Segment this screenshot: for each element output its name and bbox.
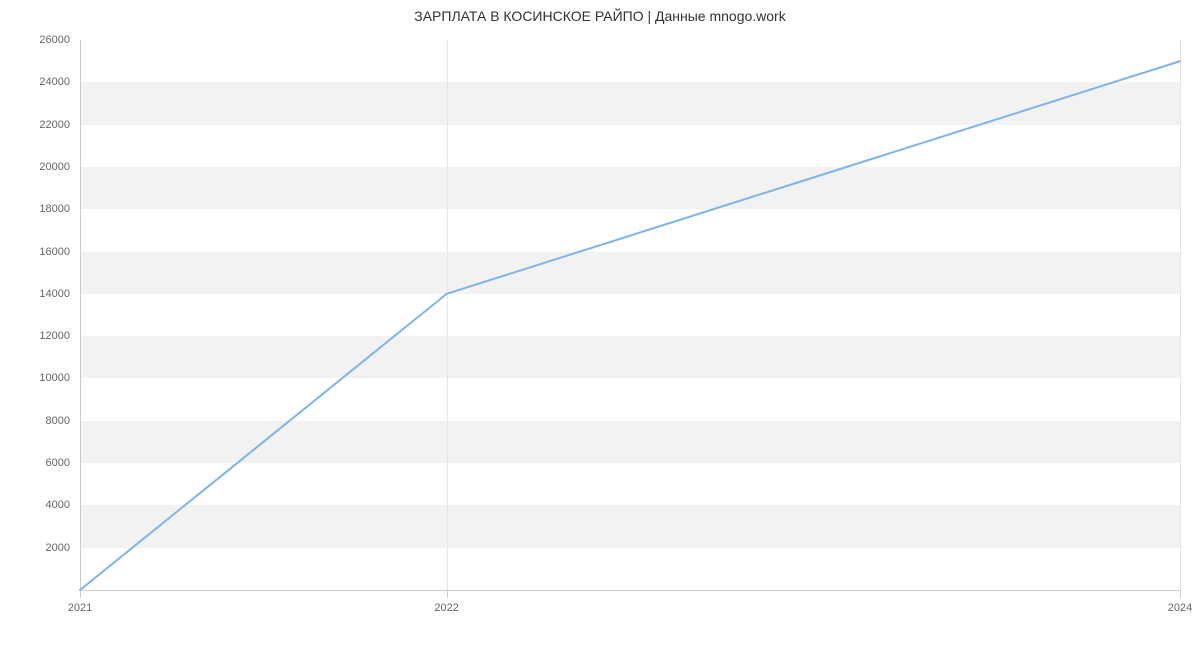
- y-tick-label: 6000: [30, 457, 70, 469]
- y-tick-label: 14000: [30, 288, 70, 300]
- x-tick-label: 2024: [1168, 602, 1192, 614]
- line-series: [80, 40, 1180, 590]
- salary-line-chart: ЗАРПЛАТА В КОСИНСКОЕ РАЙПО | Данные mnog…: [0, 0, 1200, 650]
- y-tick-label: 26000: [30, 34, 70, 46]
- x-axis-line: [80, 590, 1180, 591]
- x-gridline: [1180, 40, 1181, 590]
- y-tick-label: 8000: [30, 415, 70, 427]
- y-tick-label: 10000: [30, 372, 70, 384]
- chart-title: ЗАРПЛАТА В КОСИНСКОЕ РАЙПО | Данные mnog…: [0, 8, 1200, 24]
- y-tick-label: 12000: [30, 330, 70, 342]
- x-tick: [447, 590, 448, 598]
- y-tick-label: 2000: [30, 542, 70, 554]
- x-tick: [80, 590, 81, 598]
- x-tick-label: 2021: [68, 602, 92, 614]
- x-tick: [1180, 590, 1181, 598]
- plot-area: 2000400060008000100001200014000160001800…: [80, 40, 1180, 590]
- series-salary: [80, 61, 1180, 590]
- y-tick-label: 16000: [30, 246, 70, 258]
- x-tick-label: 2022: [434, 602, 458, 614]
- y-tick-label: 24000: [30, 76, 70, 88]
- y-tick-label: 4000: [30, 499, 70, 511]
- y-tick-label: 18000: [30, 203, 70, 215]
- y-tick-label: 22000: [30, 119, 70, 131]
- y-tick-label: 20000: [30, 161, 70, 173]
